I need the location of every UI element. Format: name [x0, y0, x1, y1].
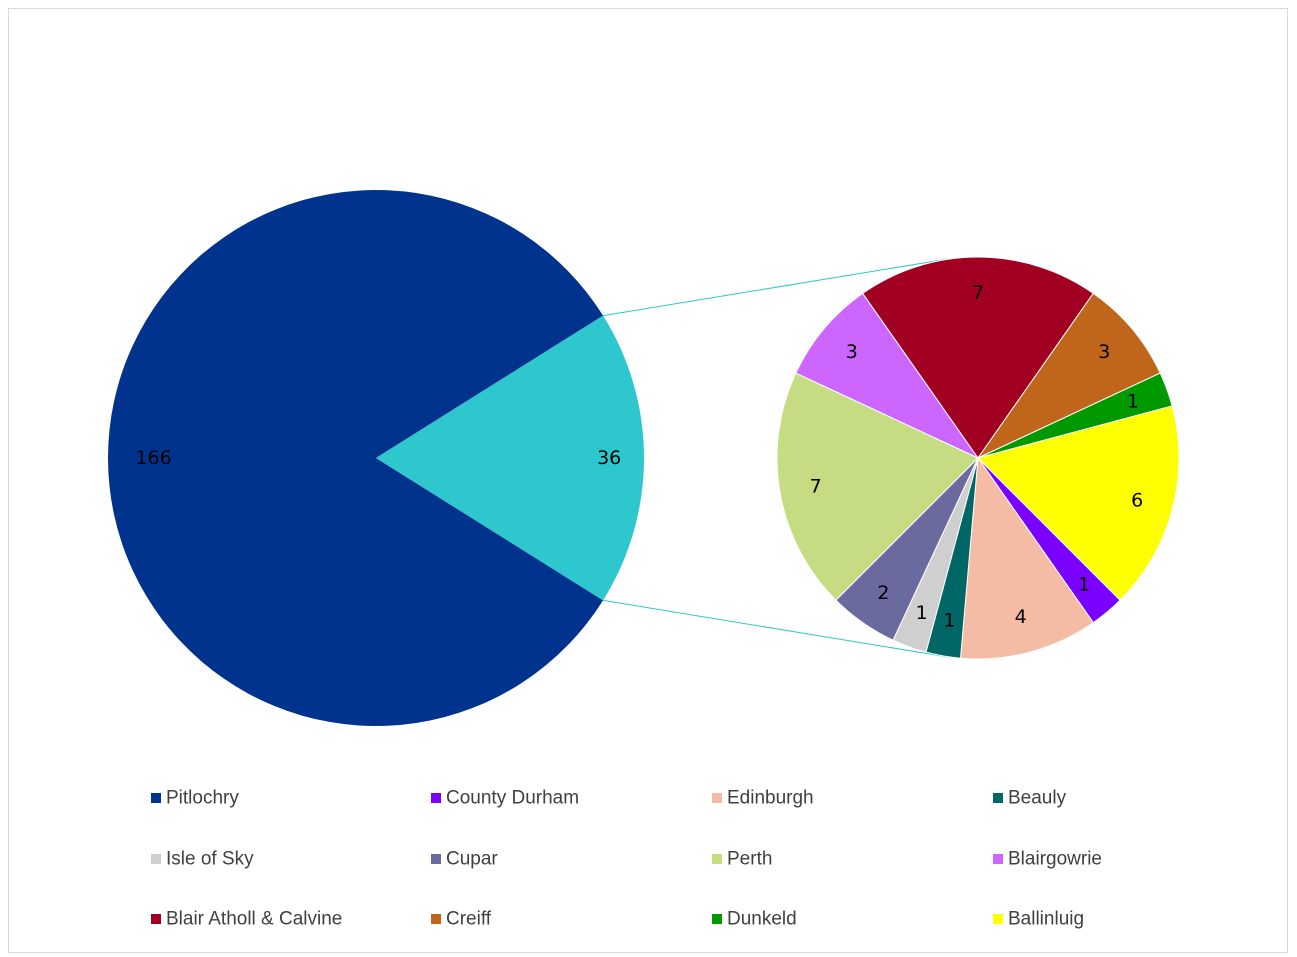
legend-swatch — [712, 854, 722, 864]
legend-swatch — [431, 793, 441, 803]
legend-label: Pitlochry — [166, 788, 239, 809]
legend-swatch — [993, 793, 1003, 803]
legend-swatch — [993, 854, 1003, 864]
slice-pitlochry — [107, 189, 604, 726]
legend-label: Perth — [727, 849, 772, 870]
legend-label: Cupar — [446, 849, 498, 870]
data-label-blairgowrie: 3 — [846, 341, 858, 363]
slice-blair-atholl-calvine — [862, 256, 1094, 459]
legend-item-ballinluig: Ballinluig — [993, 909, 1084, 930]
legend: Pitlochry County Durham Edinburgh Beauly Isl… — [151, 788, 1102, 930]
legend-swatch — [993, 914, 1003, 924]
legend-item-pitlochry: Pitlochry — [151, 788, 239, 809]
legend-swatch — [151, 914, 161, 924]
slice-edinburgh — [959, 456, 1094, 660]
legend-label: Creiff — [446, 909, 492, 930]
connector-line-bottom — [602, 599, 949, 658]
legend-item-perth: Perth — [712, 849, 772, 870]
slice-ballinluig — [977, 405, 1180, 601]
main-pie: 166 36 — [107, 189, 644, 726]
data-label-edinburgh: 4 — [1015, 606, 1027, 628]
legend-label: Isle of Sky — [166, 849, 254, 870]
data-label-beauly: 1 — [943, 609, 955, 631]
legend-item-blair-atholl-calvine: Blair Atholl & Calvine — [151, 909, 342, 930]
legend-item-cupar: Cupar — [431, 849, 498, 870]
slice-perth — [776, 372, 979, 601]
slice-other — [376, 315, 644, 601]
data-label-pitlochry: 166 — [135, 447, 171, 469]
connector-line-top — [602, 258, 949, 317]
data-label-ballinluig: 6 — [1131, 490, 1143, 512]
legend-label: Ballinluig — [1008, 909, 1084, 930]
legend-label: Edinburgh — [727, 788, 814, 809]
legend-item-county-durham: County Durham — [431, 788, 579, 809]
data-label-blair-atholl-calvine: 7 — [972, 282, 984, 304]
data-label-dunkeld: 1 — [1127, 391, 1139, 413]
legend-label: Dunkeld — [727, 909, 797, 930]
legend-label: Beauly — [1008, 788, 1067, 809]
legend-item-creiff: Creiff — [431, 909, 492, 930]
legend-item-edinburgh: Edinburgh — [712, 788, 814, 809]
data-label-perth: 7 — [810, 476, 822, 498]
legend-label: Blairgowrie — [1008, 849, 1102, 870]
legend-label: Blair Atholl & Calvine — [166, 909, 342, 930]
legend-item-isle-of-sky: Isle of Sky — [151, 849, 254, 870]
legend-item-dunkeld: Dunkeld — [712, 909, 797, 930]
slice-creiff — [976, 292, 1161, 460]
legend-item-blairgowrie: Blairgowrie — [993, 849, 1102, 870]
legend-label: County Durham — [446, 788, 579, 809]
data-label-county-durham: 1 — [1078, 573, 1090, 595]
legend-swatch — [431, 914, 441, 924]
legend-item-beauly: Beauly — [993, 788, 1067, 809]
legend-swatch — [151, 793, 161, 803]
legend-swatch — [712, 793, 722, 803]
connector-lines — [602, 258, 949, 658]
data-label-isle-of-sky: 1 — [916, 602, 928, 624]
data-label-cupar: 2 — [877, 582, 889, 604]
data-label-other: 36 — [597, 447, 621, 469]
legend-swatch — [712, 914, 722, 924]
legend-swatch — [151, 854, 161, 864]
slice-blairgowrie — [795, 292, 980, 460]
legend-swatch — [431, 854, 441, 864]
data-label-creiff: 3 — [1098, 341, 1110, 363]
